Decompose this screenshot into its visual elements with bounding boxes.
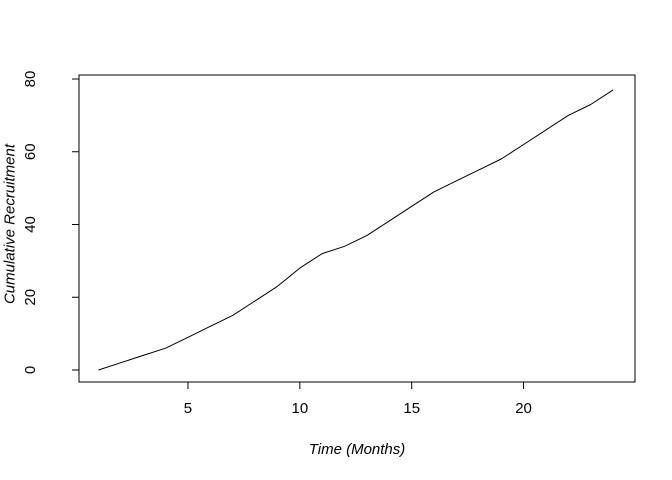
y-tick-label: 20 — [22, 289, 39, 306]
x-tick-label: 20 — [515, 400, 532, 417]
x-axis-title: Time (Months) — [308, 441, 406, 458]
plot-box — [78, 74, 636, 383]
y-tick-label: 0 — [22, 366, 39, 374]
y-tick-label: 80 — [22, 71, 39, 88]
x-tick-label: 15 — [403, 400, 420, 417]
x-tick-label: 10 — [291, 400, 308, 417]
y-axis-title: Cumulative Recruitment — [1, 143, 19, 305]
x-tick-label: 5 — [184, 400, 192, 417]
y-tick-label: 40 — [22, 216, 39, 233]
y-tick-label: 60 — [22, 143, 39, 160]
series-line — [98, 89, 614, 371]
